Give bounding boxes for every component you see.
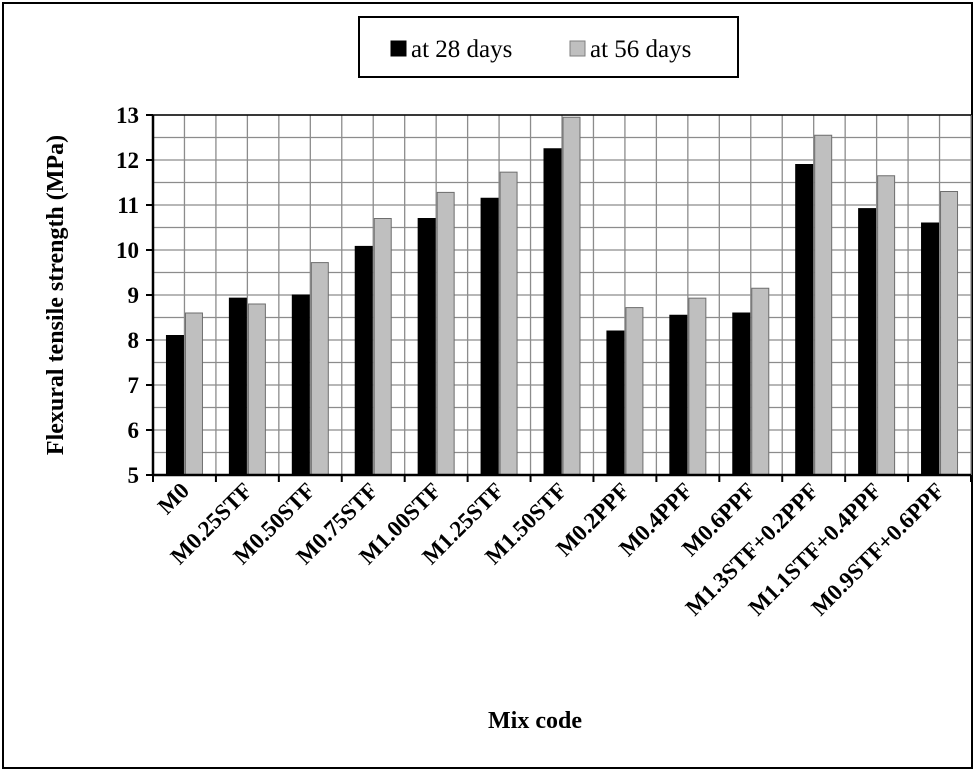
y-tick-label: 11 [117,193,139,218]
legend-label-56-days: at 56 days [590,36,691,63]
x-tick-labels: M0M0.25STFM0.50STFM0.75STFM1.00STFM1.25S… [153,478,949,621]
bar-28-days-M0.9STF+0.6PPF [921,222,940,476]
bar-28-days-M1.3STF+0.2PPF [795,164,814,476]
bar-56-days-M0.2PPF [625,307,644,476]
bar-56-days-M0.50STF [310,262,329,476]
bar-56-days-M0 [184,312,203,476]
bar-28-days-M0.4PPF [669,314,688,476]
bar-28-days-M1.1STF+0.4PPF [858,208,877,476]
bar-28-days-M1.00STF [417,218,436,476]
axes [146,114,972,482]
bar-56-days-M0.9STF+0.6PPF [940,191,959,476]
legend-swatch-56-days [569,40,586,57]
x-axis-title: Mix code [488,708,582,734]
y-tick-label: 10 [116,238,139,263]
y-tick-label: 7 [128,373,140,398]
bar-28-days-M0.2PPF [606,330,625,476]
bar-56-days-M0.6PPF [751,287,770,476]
legend-swatch-28-days [390,40,407,57]
y-tick-label: 9 [128,283,140,308]
bar-56-days-M1.3STF+0.2PPF [814,134,833,476]
gridlines [152,114,972,476]
legend-label-28-days: at 28 days [411,36,512,63]
bar-56-days-M1.1STF+0.4PPF [877,175,896,476]
bar-56-days-M0.25STF [247,303,266,476]
y-axis-title: Flexural tensile strength (MPa) [43,135,69,455]
x-tick-label: M0 [153,478,194,519]
bar-28-days-M0.50STF [291,294,310,476]
bar-28-days-M0.75STF [354,245,373,476]
bar-56-days-M1.25STF [499,171,518,476]
legend: at 28 days at 56 days [358,16,739,78]
y-tick-label: 13 [116,103,139,128]
bar-56-days-M0.75STF [373,218,392,476]
bar-56-days-M1.50STF [562,116,581,476]
y-tick-labels: 5 6 7 8 9 10 11 12 13 [116,103,139,488]
y-tick-label: 12 [116,148,139,173]
bar-56-days-M1.00STF [436,191,455,476]
bar-56-days-M0.4PPF [688,297,707,476]
bar-28-days-M0.25STF [228,297,247,476]
bar-28-days-M1.50STF [543,148,562,476]
y-tick-label: 6 [128,418,140,443]
y-tick-label: 5 [128,463,140,488]
bar-28-days-M1.25STF [480,197,499,476]
legend-box [358,16,739,78]
y-tick-label: 8 [128,328,140,353]
bar-28-days-M0.6PPF [732,312,751,476]
bar-28-days-M0 [165,335,184,476]
